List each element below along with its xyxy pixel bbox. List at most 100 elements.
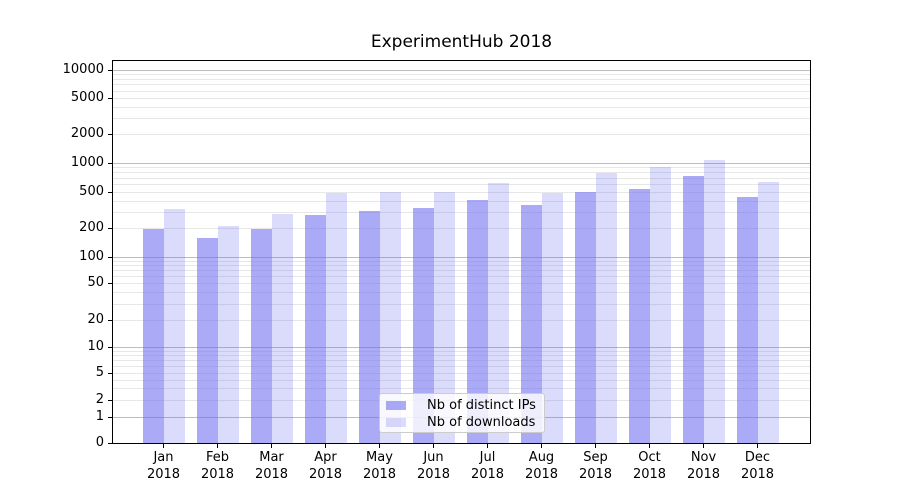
x-tick-mark — [162, 444, 165, 448]
minor-gridline — [113, 177, 810, 179]
minor-gridline — [113, 320, 810, 321]
x-tick-label-sep: Sep 2018 — [578, 450, 613, 482]
chart-title: ExperimentHub 2018 — [370, 32, 553, 52]
y-tick-label: 0 — [95, 435, 104, 450]
x-tick-mark — [756, 444, 759, 448]
minor-gridline — [113, 212, 810, 214]
y-tick-mark — [108, 191, 113, 193]
x-tick-label-feb: Feb 2018 — [200, 450, 235, 482]
y-tick-mark — [108, 346, 113, 348]
bar-downloads-jul — [487, 183, 509, 443]
bar-distinct-ips-feb — [196, 238, 218, 443]
bar-downloads-nov — [703, 160, 725, 443]
x-tick-label-jan: Jan 2018 — [146, 450, 181, 482]
minor-gridline — [113, 366, 810, 368]
x-tick-label-oct: Oct 2018 — [632, 450, 667, 482]
minor-gridline — [113, 228, 810, 229]
minor-gridline — [113, 283, 810, 284]
minor-gridline — [113, 379, 810, 381]
x-tick-mark — [432, 444, 435, 448]
minor-gridline — [113, 373, 810, 374]
major-gridline — [113, 163, 810, 164]
bar-distinct-ips-jan — [142, 229, 164, 443]
bar-distinct-ips-jul — [466, 199, 488, 443]
y-tick-label: 200 — [79, 220, 104, 235]
bar-distinct-ips-apr — [304, 215, 326, 443]
bar-distinct-ips-jun — [412, 207, 434, 443]
minor-gridline — [113, 167, 810, 169]
minor-gridline — [113, 84, 810, 86]
minor-gridline — [113, 260, 810, 262]
y-tick-label: 5000 — [70, 90, 104, 105]
minor-gridline — [113, 106, 810, 108]
minor-gridline — [113, 172, 810, 174]
y-tick-label: 1000 — [70, 155, 104, 170]
y-tick-label: 20 — [87, 312, 104, 327]
x-tick-label-nov: Nov 2018 — [686, 450, 721, 482]
y-tick-label: 5 — [95, 365, 104, 380]
minor-gridline — [113, 134, 810, 135]
minor-gridline — [113, 90, 810, 92]
y-tick-label: 10000 — [62, 62, 104, 77]
bar-downloads-apr — [325, 193, 347, 443]
minor-gridline — [113, 79, 810, 80]
minor-gridline — [113, 292, 810, 293]
minor-gridline — [113, 265, 810, 267]
minor-gridline — [113, 355, 810, 357]
legend-swatch-distinct-ips-icon — [386, 400, 406, 410]
y-tick-label: 10 — [87, 339, 104, 354]
bar-downloads-jun — [433, 191, 455, 443]
legend-label-downloads: Nb of downloads — [427, 414, 536, 430]
y-tick-label: 50 — [87, 275, 104, 290]
bar-downloads-aug — [541, 193, 563, 443]
x-tick-mark — [216, 444, 219, 448]
y-tick-mark — [108, 97, 113, 99]
minor-gridline — [113, 184, 810, 186]
minor-gridline — [113, 360, 810, 362]
major-gridline — [113, 70, 810, 71]
minor-gridline — [113, 118, 810, 120]
x-tick-mark — [648, 444, 651, 448]
x-tick-label-jun: Jun 2018 — [416, 450, 451, 482]
y-tick-mark — [108, 442, 113, 444]
x-tick-mark — [378, 444, 381, 448]
y-tick-mark — [108, 416, 113, 418]
x-tick-label-dec: Dec 2018 — [740, 450, 775, 482]
x-tick-label-jul: Jul 2018 — [470, 450, 505, 482]
minor-gridline — [113, 98, 810, 99]
bar-distinct-ips-oct — [628, 189, 650, 443]
y-tick-mark — [108, 69, 113, 71]
bar-distinct-ips-aug — [520, 205, 542, 443]
bar-downloads-may — [379, 191, 401, 443]
minor-gridline — [113, 192, 810, 193]
minor-gridline — [113, 200, 810, 202]
x-tick-mark — [702, 444, 705, 448]
y-tick-mark — [108, 282, 113, 284]
y-tick-label: 2000 — [70, 126, 104, 141]
legend: Nb of distinct IPs Nb of downloads — [379, 393, 545, 433]
x-tick-mark — [540, 444, 543, 448]
y-tick-mark — [108, 133, 113, 135]
x-tick-mark — [486, 444, 489, 448]
y-tick-mark — [108, 227, 113, 229]
plot-area: Nb of distinct IPs Nb of downloads — [113, 61, 810, 443]
bar-downloads-sep — [595, 172, 617, 443]
bar-distinct-ips-sep — [574, 191, 596, 443]
minor-gridline — [113, 270, 810, 272]
bar-downloads-jan — [163, 208, 185, 443]
y-tick-mark — [108, 162, 113, 164]
y-tick-mark — [108, 319, 113, 321]
x-tick-label-aug: Aug 2018 — [524, 450, 559, 482]
bar-distinct-ips-dec — [736, 197, 758, 443]
bar-distinct-ips-nov — [682, 175, 704, 443]
bar-distinct-ips-mar — [250, 229, 272, 443]
bar-distinct-ips-may — [358, 211, 380, 443]
minor-gridline — [113, 276, 810, 278]
legend-item-distinct-ips: Nb of distinct IPs — [386, 397, 544, 413]
legend-item-downloads: Nb of downloads — [386, 414, 544, 430]
minor-gridline — [113, 74, 810, 76]
bar-downloads-dec — [757, 181, 779, 443]
y-tick-mark — [108, 399, 113, 401]
x-tick-mark — [594, 444, 597, 448]
